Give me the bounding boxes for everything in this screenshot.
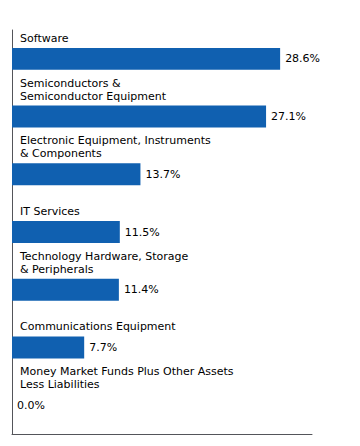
svg-text:28.6%: 28.6% xyxy=(285,52,320,65)
svg-text:13.7%: 13.7% xyxy=(145,168,180,181)
svg-text:Less Liabilities: Less Liabilities xyxy=(20,378,100,391)
svg-text:IT Services: IT Services xyxy=(20,205,80,218)
svg-text:Semiconductors &: Semiconductors & xyxy=(20,77,121,90)
svg-text:7.7%: 7.7% xyxy=(89,341,117,354)
svg-text:11.5%: 11.5% xyxy=(125,226,160,239)
svg-text:11.4%: 11.4% xyxy=(124,283,159,296)
svg-text:Electronic Equipment, Instrume: Electronic Equipment, Instruments xyxy=(20,134,211,147)
svg-text:27.1%: 27.1% xyxy=(271,110,306,123)
svg-text:& Components: & Components xyxy=(20,147,102,160)
svg-text:& Peripherals: & Peripherals xyxy=(20,263,94,276)
svg-text:0.0%: 0.0% xyxy=(17,399,45,412)
svg-text:Money Market Funds Plus Other: Money Market Funds Plus Other Assets xyxy=(20,365,234,378)
svg-text:Semiconductor Equipment: Semiconductor Equipment xyxy=(20,90,167,103)
svg-text:Technology Hardware, Storage: Technology Hardware, Storage xyxy=(19,250,188,263)
svg-text:Communications Equipment: Communications Equipment xyxy=(20,320,176,333)
svg-text:Software: Software xyxy=(20,32,69,45)
